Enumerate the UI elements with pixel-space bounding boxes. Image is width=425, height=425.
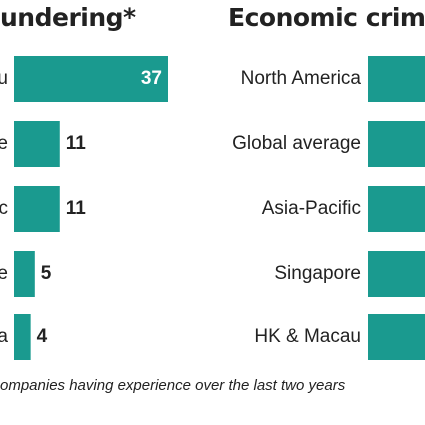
value-label: 37: [141, 68, 162, 89]
category-label: a: [0, 326, 8, 347]
bar: [14, 56, 168, 102]
bar: [14, 314, 31, 360]
value-label: 4: [37, 326, 48, 347]
category-label: North America: [241, 68, 362, 89]
category-label: e: [0, 263, 8, 284]
footnote: ompanies having experience over the last…: [0, 377, 346, 394]
value-label: 11: [66, 198, 87, 219]
value-label: 5: [41, 263, 52, 284]
bar: [14, 186, 60, 232]
category-label: Singapore: [274, 263, 361, 284]
category-label: Asia-Pacific: [262, 198, 361, 219]
category-label: u: [0, 68, 8, 89]
bar: [368, 314, 425, 360]
category-label: HK & Macau: [254, 326, 361, 347]
category-label: ic: [0, 198, 8, 219]
category-label: Global average: [232, 133, 361, 154]
chart-title: Economic crime: [228, 3, 425, 32]
bar: [368, 121, 425, 167]
bar: [14, 121, 60, 167]
bar: [368, 251, 425, 297]
bar: [368, 56, 425, 102]
value-label: 11: [66, 133, 87, 154]
bar: [368, 186, 425, 232]
bar: [14, 251, 35, 297]
chart-title: undering*: [0, 3, 136, 32]
category-label: e: [0, 133, 8, 154]
